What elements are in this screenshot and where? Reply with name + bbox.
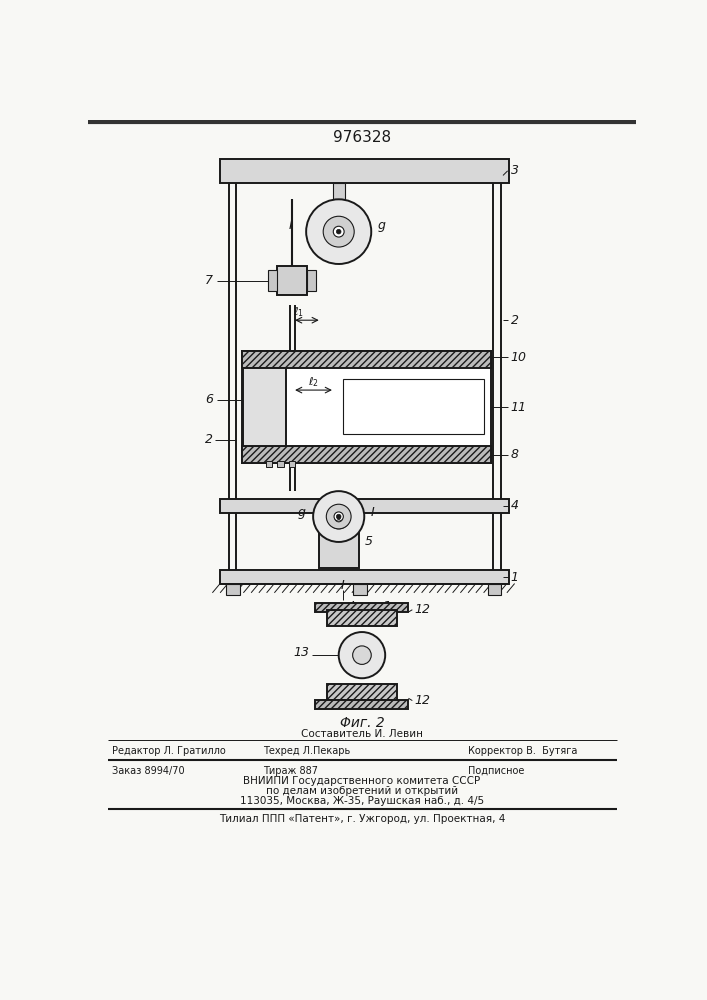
Text: 5: 5 xyxy=(365,535,373,548)
Circle shape xyxy=(337,517,340,520)
Bar xyxy=(307,270,316,291)
Text: I: I xyxy=(370,506,374,519)
Bar xyxy=(277,266,307,295)
Bar xyxy=(220,570,509,584)
Text: Τилиал ППП «Патент», г. Ужгород, ул. Проектная, 4: Τилиал ППП «Патент», г. Ужгород, ул. Про… xyxy=(218,814,505,824)
Text: 4: 4 xyxy=(510,499,519,512)
Bar xyxy=(242,351,491,368)
Text: Составитель И. Левин: Составитель И. Левин xyxy=(301,729,423,739)
Circle shape xyxy=(333,226,344,237)
Circle shape xyxy=(353,646,371,664)
Circle shape xyxy=(335,514,343,522)
Bar xyxy=(289,461,296,467)
Circle shape xyxy=(337,514,341,519)
Bar xyxy=(343,379,484,434)
Circle shape xyxy=(306,199,371,264)
Circle shape xyxy=(339,632,385,678)
Text: Тираж 887: Тираж 887 xyxy=(263,766,317,776)
Text: 12: 12 xyxy=(414,694,431,707)
Text: Редактор Л. Гратилло: Редактор Л. Гратилло xyxy=(112,746,226,756)
Bar xyxy=(242,446,491,463)
Bar xyxy=(319,514,359,568)
Text: 8: 8 xyxy=(510,448,519,461)
Text: Заказ 8994/70: Заказ 8994/70 xyxy=(112,766,185,776)
Bar xyxy=(277,461,284,467)
Text: 2: 2 xyxy=(510,314,519,327)
Text: $\ell_1$: $\ell_1$ xyxy=(293,306,304,319)
Text: 12: 12 xyxy=(414,603,431,616)
Text: p: p xyxy=(343,491,350,501)
Text: ВНИИПИ Государственного комитета СССР: ВНИИПИ Государственного комитета СССР xyxy=(243,776,481,786)
Text: Подписное: Подписное xyxy=(468,766,525,776)
Text: по делам изобретений и открытий: по делам изобретений и открытий xyxy=(266,786,458,796)
Text: g: g xyxy=(378,219,385,232)
Text: I: I xyxy=(288,219,293,232)
Text: Техред Л.Пекарь: Техред Л.Пекарь xyxy=(263,746,350,756)
Circle shape xyxy=(323,216,354,247)
Text: 6: 6 xyxy=(205,393,214,406)
Text: Φиг. 2: Φиг. 2 xyxy=(339,716,385,730)
Text: I: I xyxy=(341,579,344,592)
Text: 7: 7 xyxy=(205,274,214,287)
Bar xyxy=(327,684,397,700)
Text: 976328: 976328 xyxy=(333,130,391,145)
Bar xyxy=(315,603,409,612)
Text: 10: 10 xyxy=(510,351,527,364)
Text: 2: 2 xyxy=(205,433,214,446)
Bar xyxy=(332,183,345,199)
Circle shape xyxy=(337,229,341,234)
Circle shape xyxy=(327,504,351,529)
Bar xyxy=(353,584,367,595)
Text: 13: 13 xyxy=(293,646,309,659)
Bar xyxy=(327,610,397,626)
Circle shape xyxy=(334,512,344,521)
Bar xyxy=(220,158,509,183)
Bar xyxy=(488,584,501,595)
Bar xyxy=(268,270,277,291)
Bar xyxy=(315,700,409,709)
Text: 11: 11 xyxy=(510,401,527,414)
Bar xyxy=(266,461,272,467)
Bar xyxy=(220,499,509,513)
Text: 3: 3 xyxy=(510,164,519,177)
Text: Φиг. 1: Φиг. 1 xyxy=(347,600,392,614)
Text: g: g xyxy=(298,506,305,519)
Text: $\ell_2$: $\ell_2$ xyxy=(308,375,319,389)
Bar xyxy=(226,584,240,595)
Bar xyxy=(242,351,491,463)
Bar xyxy=(243,368,286,446)
Text: Корректор В.  Бутяга: Корректор В. Бутяга xyxy=(468,746,578,756)
Text: 1: 1 xyxy=(510,571,519,584)
Circle shape xyxy=(328,507,349,529)
Text: 113035, Москва, Ж-35, Раушская наб., д. 4/5: 113035, Москва, Ж-35, Раушская наб., д. … xyxy=(240,796,484,806)
Circle shape xyxy=(313,491,364,542)
